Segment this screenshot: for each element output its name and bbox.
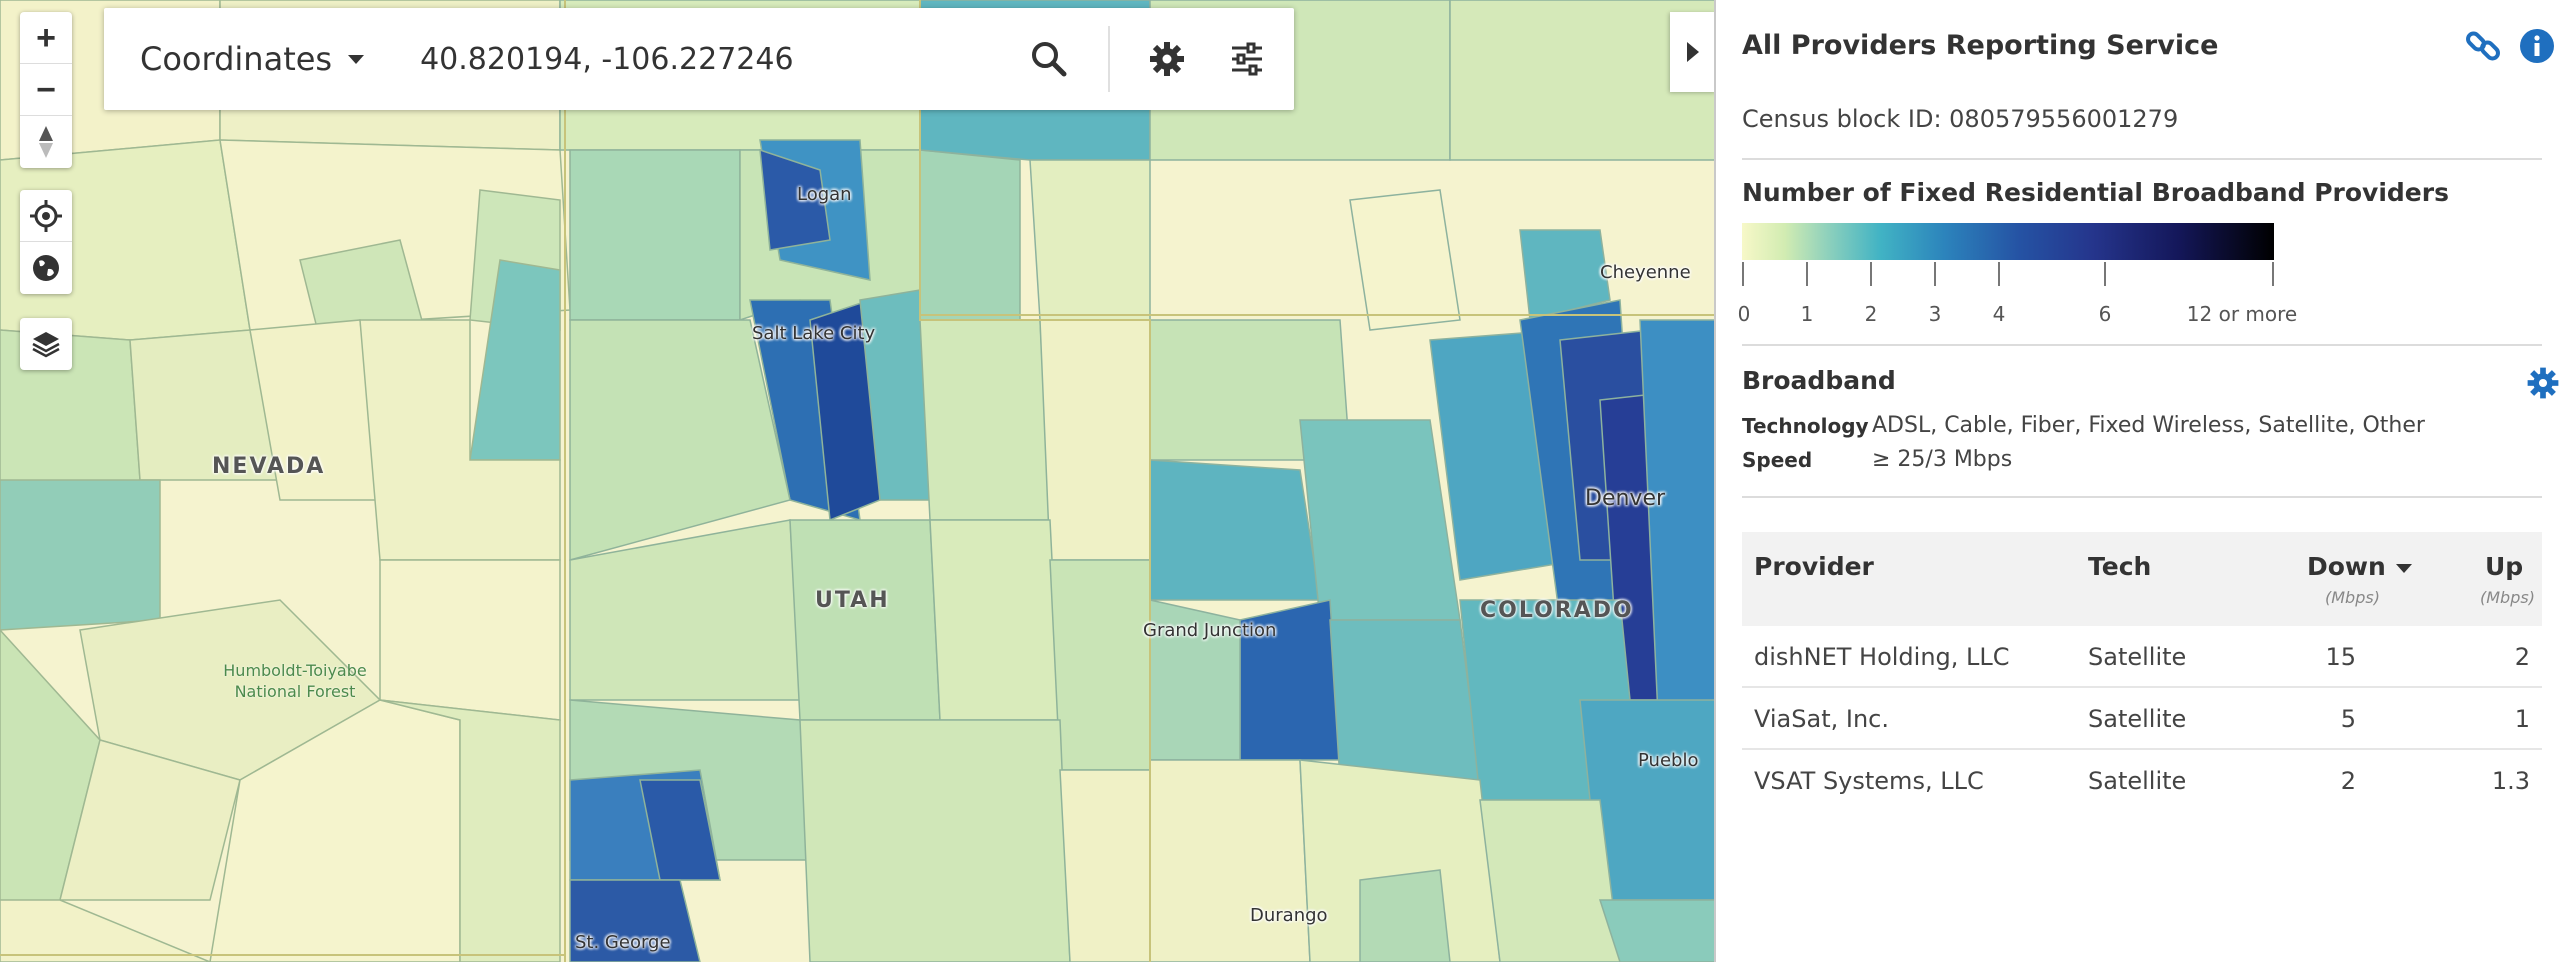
search-bar: Coordinates [104, 8, 1294, 110]
city-label-denver: Denver [1585, 486, 1666, 511]
column-header-down-label: Down [2307, 552, 2386, 581]
legend-tick [1742, 262, 1744, 286]
crosshair-icon [30, 199, 62, 232]
search-icon[interactable] [1028, 38, 1070, 80]
legend-tick [1806, 262, 1808, 286]
provider-tech: Satellite [2088, 705, 2187, 733]
legend-tick [2104, 262, 2106, 286]
legend-tick-label: 2 [1864, 302, 1878, 326]
locate-button[interactable] [20, 190, 72, 242]
search-mode-dropdown[interactable]: Coordinates [140, 40, 365, 78]
layers-icon [32, 332, 60, 358]
legend-tick [1934, 262, 1936, 286]
divider [1742, 344, 2542, 346]
column-header-up[interactable]: Up [2485, 552, 2524, 581]
city-label-cheyenne: Cheyenne [1600, 262, 1691, 283]
info-icon[interactable] [2519, 28, 2555, 64]
legend-tick [2272, 262, 2274, 286]
zoom-out-button[interactable]: − [20, 64, 72, 116]
broadband-map[interactable]: NEVADA UTAH COLORADO Logan Salt Lake Cit… [0, 0, 1716, 962]
legend-tick-label: 12 or more [2186, 302, 2298, 326]
column-header-tech[interactable]: Tech [2088, 552, 2152, 581]
state-label-utah: UTAH [815, 588, 890, 613]
provider-name: dishNET Holding, LLC [1754, 643, 2010, 671]
technology-value: ADSL, Cable, Fiber, Fixed Wireless, Sate… [1872, 413, 2425, 438]
compass-button[interactable] [20, 116, 72, 168]
legend-tick [1998, 262, 2000, 286]
state-label-nevada: NEVADA [212, 454, 326, 479]
collapse-panel-button[interactable] [1670, 12, 1714, 92]
city-label-logan: Logan [797, 184, 852, 205]
table-row[interactable]: VSAT Systems, LLC Satellite 2 1.3 [1742, 750, 2542, 812]
down-unit: (Mbps) [2325, 588, 2380, 607]
city-label-pueblo: Pueblo [1638, 750, 1699, 771]
zoom-in-button[interactable]: + [20, 12, 72, 64]
provider-up: 1.3 [2491, 767, 2530, 795]
panel-title: All Providers Reporting Service [1742, 30, 2219, 61]
column-header-provider[interactable]: Provider [1754, 552, 1874, 581]
sort-desc-icon [2395, 563, 2412, 573]
chevron-right-icon [1687, 42, 1699, 62]
forest-label-line2: National Forest [234, 682, 356, 701]
divider [1742, 158, 2542, 160]
provider-name: ViaSat, Inc. [1754, 705, 1889, 733]
legend-title: Number of Fixed Residential Broadband Pr… [1742, 178, 2449, 207]
provider-tech: Satellite [2088, 643, 2187, 671]
globe-icon [33, 255, 59, 281]
legend-tick [1870, 262, 1872, 286]
location-controls [20, 190, 72, 294]
divider [1742, 496, 2542, 498]
provider-panel: All Providers Reporting Service Census b… [1718, 0, 2566, 962]
city-label-durango: Durango [1250, 905, 1328, 926]
legend-tick-label: 3 [1928, 302, 1942, 326]
provider-tech: Satellite [2088, 767, 2187, 795]
speed-value: ≥ 25/3 Mbps [1872, 447, 2013, 472]
coordinates-input[interactable] [420, 41, 1021, 77]
globe-button[interactable] [20, 242, 72, 294]
legend-ticks: 0 1 2 3 4 6 12 or more [1738, 262, 2302, 332]
forest-label-line1: Humboldt-Toiyabe [223, 661, 367, 680]
column-header-down[interactable]: Down [2307, 552, 2412, 581]
city-label-grand-junction: Grand Junction [1143, 620, 1277, 641]
provider-name: VSAT Systems, LLC [1754, 767, 1984, 795]
city-label-salt-lake-city: Salt Lake City [752, 323, 876, 344]
layer-controls [20, 318, 72, 370]
provider-down: 5 [2340, 705, 2356, 733]
sliders-icon[interactable] [1226, 38, 1268, 80]
search-mode-label: Coordinates [140, 40, 333, 78]
provider-down: 15 [2325, 643, 2356, 671]
up-unit: (Mbps) [2480, 588, 2535, 607]
provider-up: 2 [2514, 643, 2530, 671]
providers-table: Provider Tech Down (Mbps) Up (Mbps) dish… [1742, 532, 2542, 812]
minus-icon: − [36, 70, 56, 109]
city-label-st-george: St. George [575, 932, 671, 953]
forest-label: Humboldt-Toiyabe National Forest [205, 660, 385, 702]
legend-tick-label: 6 [2098, 302, 2112, 326]
speed-label: Speed [1742, 448, 1813, 472]
map-canvas[interactable] [0, 0, 1716, 962]
broadband-title: Broadband [1742, 366, 1896, 395]
search-divider [1108, 26, 1110, 92]
plus-icon: + [36, 18, 56, 57]
legend-tick-label: 0 [1737, 302, 1751, 326]
provider-up: 1 [2514, 705, 2530, 733]
table-row[interactable]: dishNET Holding, LLC Satellite 15 2 [1742, 626, 2542, 688]
layers-button[interactable] [20, 318, 72, 370]
census-block-id: Census block ID: 080579556001279 [1742, 105, 2179, 133]
technology-label: Technology [1742, 414, 1869, 438]
state-label-colorado: COLORADO [1480, 598, 1634, 623]
chevron-down-icon [348, 54, 365, 64]
provider-down: 2 [2340, 767, 2356, 795]
legend-tick-label: 4 [1992, 302, 2006, 326]
gear-icon[interactable] [1146, 38, 1188, 80]
compass-icon [39, 126, 53, 158]
table-header: Provider Tech Down (Mbps) Up (Mbps) [1742, 532, 2542, 626]
gear-icon[interactable] [2526, 366, 2560, 400]
legend-tick-label: 1 [1800, 302, 1814, 326]
link-icon[interactable] [2463, 26, 2503, 66]
table-row[interactable]: ViaSat, Inc. Satellite 5 1 [1742, 688, 2542, 750]
legend-color-scale [1742, 223, 2274, 260]
zoom-controls: + − [20, 12, 72, 168]
